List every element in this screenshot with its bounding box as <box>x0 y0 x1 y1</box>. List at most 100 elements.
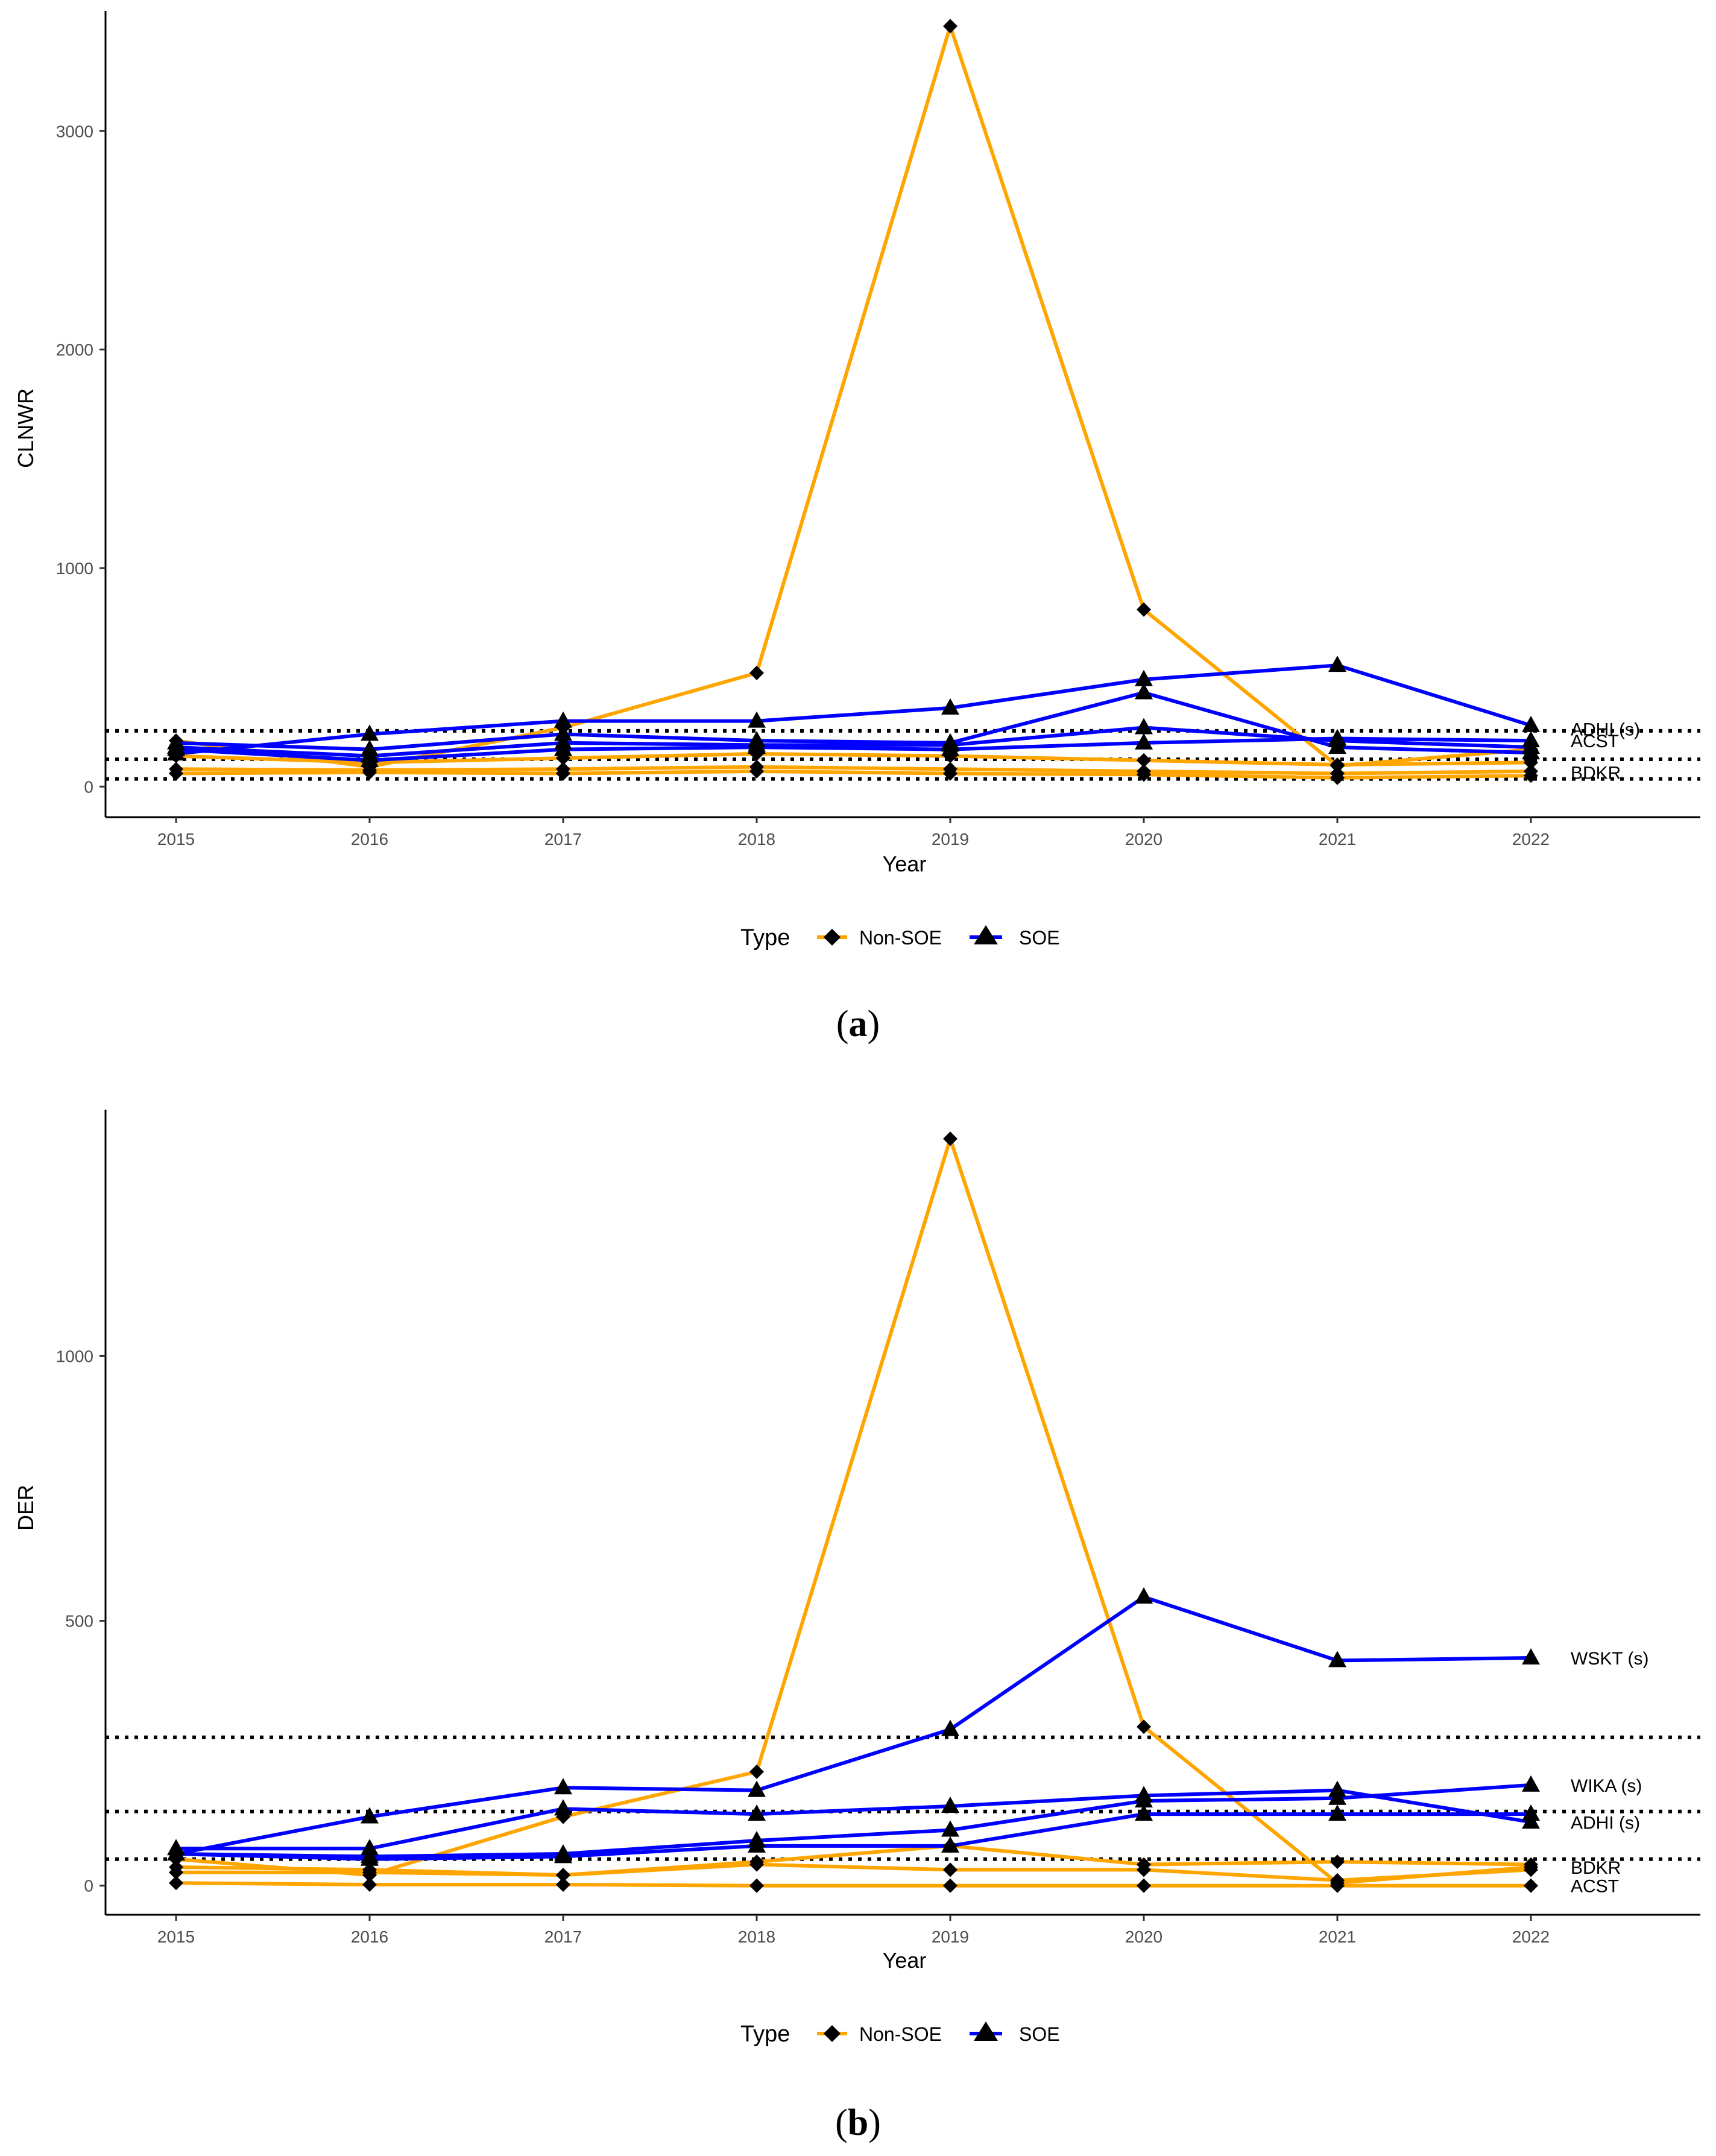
data-point-soe <box>361 1849 379 1866</box>
series-line-non-soe <box>175 1137 1531 1885</box>
series-line-soe <box>175 1783 1531 1859</box>
y-tick-label: 3000 <box>56 122 93 141</box>
x-tick-label: 2020 <box>1125 1927 1162 1946</box>
data-point-non-soe <box>362 1877 377 1892</box>
data-point-non-soe <box>1137 767 1151 782</box>
data-point-soe <box>1522 731 1540 748</box>
x-tick-label: 2015 <box>157 830 195 849</box>
x-ticks: 2015 2016 2017 2018 2019 2020 2021 2022 <box>157 817 1550 849</box>
data-point-soe <box>1135 683 1153 700</box>
series-line-non-soe <box>175 24 1531 769</box>
series-annotation: WIKA (s) <box>1571 1776 1642 1796</box>
data-point-non-soe <box>749 1878 764 1893</box>
series-annotation: WSKT (s) <box>1571 1649 1648 1669</box>
y-tick-label: 1000 <box>56 559 93 578</box>
data-point-non-soe <box>1137 1862 1151 1877</box>
data-point-non-soe <box>943 1131 957 1146</box>
data-point-soe <box>554 1799 572 1816</box>
y-tick-label: 0 <box>84 1877 93 1895</box>
data-point-soe <box>941 1796 959 1813</box>
x-tick-label: 2020 <box>1125 830 1162 849</box>
legend-title: Type <box>740 2022 790 2047</box>
data-point-soe <box>554 711 572 728</box>
x-ticks: 2015 2016 2017 2018 2019 2020 2021 2022 <box>157 1915 1550 1946</box>
data-point-soe <box>1135 1587 1153 1604</box>
series-markers <box>167 19 1540 785</box>
series-annotation: ADHI (s) <box>1571 719 1640 739</box>
data-point-non-soe <box>749 763 764 779</box>
series-annotation: BDKR <box>1571 763 1621 783</box>
data-point-soe <box>748 1780 766 1797</box>
data-point-non-soe <box>749 1857 764 1872</box>
data-point-non-soe <box>1330 770 1345 785</box>
series-line-non-soe <box>175 1881 1531 1888</box>
legend-label-soe: SOE <box>1019 2023 1060 2045</box>
series-line-soe <box>175 736 1531 762</box>
series-annotation: ACST <box>1571 732 1619 751</box>
x-tick-label: 2017 <box>544 1927 582 1946</box>
axes <box>104 1110 1700 1916</box>
data-point-soe <box>1135 733 1153 750</box>
series-line-soe <box>175 1812 1531 1861</box>
series-annotation: BDKR <box>1571 1858 1621 1878</box>
data-point-soe <box>1135 669 1153 686</box>
x-axis-label: Year <box>883 1948 927 1973</box>
data-point-soe <box>1135 1791 1153 1808</box>
legend-label-non-soe: Non-SOE <box>859 927 942 949</box>
data-point-non-soe <box>943 1878 957 1893</box>
series-annotation: ADHI (s) <box>1571 1813 1640 1833</box>
y-tick-label: 2000 <box>56 341 93 359</box>
data-point-soe <box>1328 1651 1346 1668</box>
data-point-soe <box>361 1807 379 1824</box>
series-line-non-soe <box>175 765 1531 776</box>
data-point-non-soe <box>943 1862 957 1877</box>
legend-label-non-soe: Non-SOE <box>859 2023 942 2045</box>
data-point-soe <box>1135 1804 1153 1821</box>
data-point-soe <box>941 698 959 715</box>
data-point-non-soe <box>1137 1719 1151 1734</box>
x-tick-label: 2022 <box>1512 1927 1550 1946</box>
data-point-soe <box>1328 729 1346 745</box>
data-point-non-soe <box>556 1877 570 1892</box>
data-point-soe <box>1328 656 1346 672</box>
series-line-soe <box>175 1595 1531 1856</box>
data-point-soe <box>1522 1648 1540 1665</box>
data-point-non-soe <box>1524 1862 1538 1877</box>
series-lines <box>175 24 1531 780</box>
legend-key-non-soe-diamond <box>824 2025 841 2042</box>
legend: Type Non-SOE SOE <box>740 925 1060 950</box>
x-tick-label: 2022 <box>1512 830 1550 849</box>
data-point-soe <box>748 711 766 728</box>
y-ticks: 0 1000 2000 3000 <box>56 122 106 796</box>
data-point-non-soe <box>1137 1878 1151 1893</box>
data-point-non-soe <box>1137 602 1151 617</box>
x-tick-label: 2016 <box>351 1927 388 1946</box>
data-point-soe <box>1328 1804 1346 1821</box>
x-tick-label: 2018 <box>738 830 775 849</box>
x-tick-label: 2019 <box>932 1927 969 1946</box>
data-point-soe <box>748 1804 766 1821</box>
data-point-soe <box>748 1836 766 1853</box>
y-axis-label: CLNWR <box>13 388 38 468</box>
data-point-non-soe <box>749 665 764 680</box>
data-point-non-soe <box>362 765 377 780</box>
x-tick-label: 2019 <box>932 830 969 849</box>
series-lines <box>175 1137 1531 1888</box>
y-axis-label: DER <box>13 1485 38 1531</box>
data-point-non-soe <box>943 19 957 34</box>
series-annotation: ACST <box>1571 1877 1619 1897</box>
series-line-soe <box>176 1788 1531 1851</box>
data-point-soe <box>361 750 379 767</box>
data-point-non-soe <box>1330 1878 1345 1893</box>
data-point-non-soe <box>1137 753 1151 768</box>
series-line-non-soe <box>175 769 1531 780</box>
data-point-soe <box>1522 1804 1540 1821</box>
data-point-non-soe <box>556 766 570 781</box>
legend-key-non-soe-diamond <box>824 929 841 946</box>
legend-key-soe-triangle <box>974 925 998 944</box>
legend-key-soe-triangle <box>974 2022 998 2041</box>
data-point-non-soe <box>169 1876 183 1891</box>
data-point-non-soe <box>1330 1854 1345 1870</box>
data-point-non-soe <box>1330 757 1345 773</box>
